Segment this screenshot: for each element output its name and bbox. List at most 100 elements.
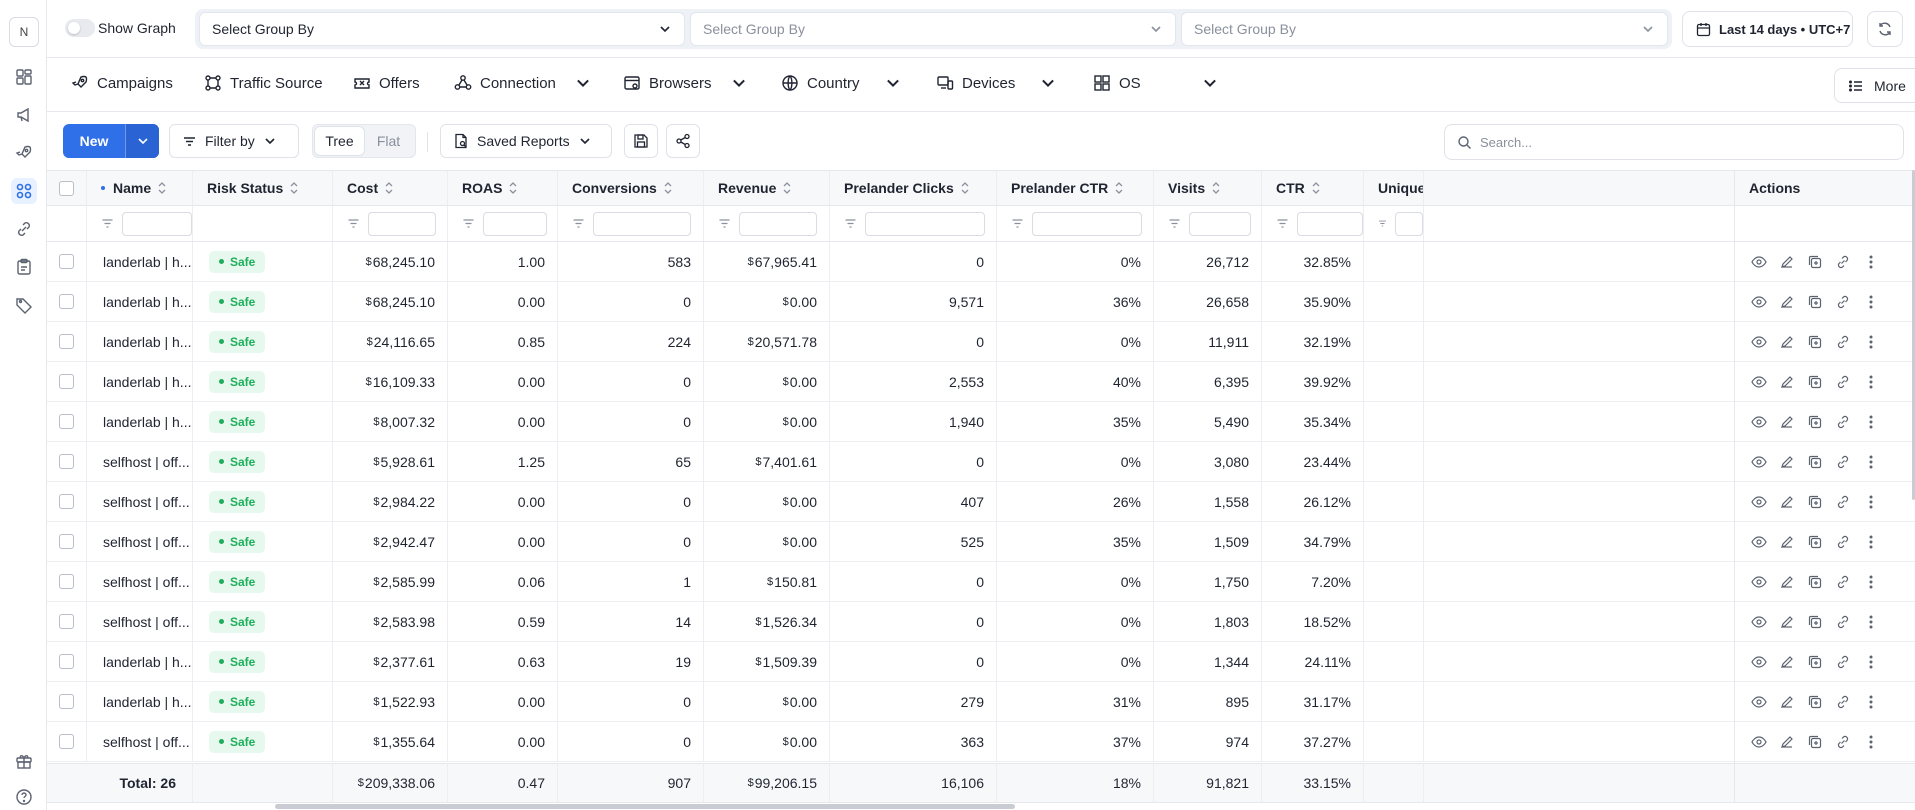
filter-icon[interactable] <box>101 217 114 230</box>
copy-icon[interactable] <box>1807 534 1823 550</box>
eye-icon[interactable] <box>1751 694 1767 710</box>
clipboard-icon[interactable] <box>11 254 37 280</box>
column-header-pctr[interactable]: Prelander CTR <box>997 171 1154 205</box>
copy-icon[interactable] <box>1807 494 1823 510</box>
row-checkbox[interactable] <box>59 614 74 629</box>
table-row[interactable]: landerlab | h... Safe $68,245.10 0.00 0 $0.00… <box>47 282 1915 322</box>
sort-icon[interactable] <box>782 181 792 195</box>
tab-offers[interactable]: Offers <box>353 74 420 92</box>
row-checkbox[interactable] <box>59 734 74 749</box>
eye-icon[interactable] <box>1751 734 1767 750</box>
filter-input-unique[interactable] <box>1394 211 1423 236</box>
copy-icon[interactable] <box>1807 694 1823 710</box>
group-by-select-3[interactable]: Select Group By <box>1181 12 1668 46</box>
eye-icon[interactable] <box>1751 534 1767 550</box>
row-checkbox[interactable] <box>59 414 74 429</box>
link-icon[interactable] <box>1835 574 1851 590</box>
gift-icon[interactable] <box>11 748 37 774</box>
campaign-name[interactable]: landerlab | h... <box>103 253 192 270</box>
column-header-conversions[interactable]: Conversions <box>558 171 704 205</box>
copy-icon[interactable] <box>1807 654 1823 670</box>
pencil-icon[interactable] <box>1779 694 1795 710</box>
show-graph-toggle[interactable] <box>65 19 95 37</box>
more-vertical-icon[interactable] <box>1863 694 1879 710</box>
more-vertical-icon[interactable] <box>1863 614 1879 630</box>
campaign-name[interactable]: landerlab | h... <box>103 693 192 710</box>
campaign-name[interactable]: landerlab | h... <box>103 373 192 390</box>
view-tree-option[interactable]: Tree <box>315 127 364 155</box>
copy-icon[interactable] <box>1807 574 1823 590</box>
column-header-ctr[interactable]: CTR <box>1262 171 1364 205</box>
dashboard-icon[interactable] <box>11 64 37 90</box>
grid-apps-icon[interactable] <box>11 178 37 204</box>
link-icon[interactable] <box>1835 494 1851 510</box>
search-box[interactable] <box>1444 124 1904 160</box>
filter-input-roas[interactable] <box>483 211 547 236</box>
rocket-icon[interactable] <box>11 140 37 166</box>
row-checkbox[interactable] <box>59 294 74 309</box>
tab-traffic-source[interactable]: Traffic Source <box>204 74 323 92</box>
pencil-icon[interactable] <box>1779 454 1795 470</box>
eye-icon[interactable] <box>1751 654 1767 670</box>
filter-input-conversions[interactable] <box>593 211 691 236</box>
pencil-icon[interactable] <box>1779 494 1795 510</box>
group-by-select-2[interactable]: Select Group By <box>690 12 1176 46</box>
eye-icon[interactable] <box>1751 454 1767 470</box>
new-button[interactable]: New <box>63 124 159 158</box>
row-checkbox[interactable] <box>59 654 74 669</box>
sort-icon[interactable] <box>960 181 970 195</box>
copy-icon[interactable] <box>1807 734 1823 750</box>
link-icon[interactable] <box>1835 414 1851 430</box>
campaign-name[interactable]: landerlab | h... <box>103 293 192 310</box>
sort-icon[interactable] <box>384 181 394 195</box>
date-range-picker[interactable]: Last 14 days • UTC+7 <box>1682 11 1853 47</box>
tab-browsers[interactable]: Browsers <box>623 74 748 92</box>
campaign-name[interactable]: landerlab | h... <box>103 333 192 350</box>
vertical-scrollbar[interactable] <box>1912 170 1915 500</box>
pencil-icon[interactable] <box>1779 614 1795 630</box>
filter-icon[interactable] <box>1276 217 1289 230</box>
refresh-button[interactable] <box>1867 11 1903 47</box>
filter-icon[interactable] <box>718 217 731 230</box>
table-row[interactable]: landerlab | h... Safe $68,245.10 1.00 583 $67… <box>47 242 1915 282</box>
pencil-icon[interactable] <box>1779 294 1795 310</box>
campaign-name[interactable]: selfhost | off... <box>103 573 190 590</box>
more-vertical-icon[interactable] <box>1863 294 1879 310</box>
more-vertical-icon[interactable] <box>1863 254 1879 270</box>
campaign-name[interactable]: selfhost | off... <box>103 533 190 550</box>
copy-icon[interactable] <box>1807 414 1823 430</box>
table-row[interactable]: landerlab | h... Safe $24,116.65 0.85 224 $20… <box>47 322 1915 362</box>
megaphone-icon[interactable] <box>11 102 37 128</box>
link-icon[interactable] <box>1835 694 1851 710</box>
sort-icon[interactable] <box>1311 181 1321 195</box>
filter-input-revenue[interactable] <box>739 211 817 236</box>
campaign-name[interactable]: selfhost | off... <box>103 453 190 470</box>
link-icon[interactable] <box>1835 654 1851 670</box>
more-vertical-icon[interactable] <box>1863 454 1879 470</box>
table-row[interactable]: selfhost | off... Safe $2,585.99 0.06 1 $150.… <box>47 562 1915 602</box>
link-icon[interactable] <box>1835 294 1851 310</box>
sort-icon[interactable] <box>508 181 518 195</box>
filter-icon[interactable] <box>844 217 857 230</box>
search-input[interactable] <box>1480 134 1880 150</box>
table-row[interactable]: selfhost | off... Safe $2,583.98 0.59 14 $1,5… <box>47 602 1915 642</box>
link-icon[interactable] <box>1835 374 1851 390</box>
more-vertical-icon[interactable] <box>1863 534 1879 550</box>
filter-input-pctr[interactable] <box>1032 211 1142 236</box>
row-checkbox[interactable] <box>59 694 74 709</box>
filter-input-cost[interactable] <box>368 211 436 236</box>
eye-icon[interactable] <box>1751 494 1767 510</box>
table-row[interactable]: selfhost | off... Safe $5,928.61 1.25 65 $7,4… <box>47 442 1915 482</box>
eye-icon[interactable] <box>1751 614 1767 630</box>
copy-icon[interactable] <box>1807 374 1823 390</box>
row-checkbox[interactable] <box>59 454 74 469</box>
campaign-name[interactable]: landerlab | h... <box>103 413 192 430</box>
sort-icon[interactable] <box>289 181 299 195</box>
link-icon[interactable] <box>1835 454 1851 470</box>
sort-icon[interactable] <box>1114 181 1124 195</box>
table-row[interactable]: landerlab | h... Safe $16,109.33 0.00 0 $0.00… <box>47 362 1915 402</box>
tag-icon[interactable] <box>11 292 37 318</box>
more-vertical-icon[interactable] <box>1863 734 1879 750</box>
row-checkbox[interactable] <box>59 574 74 589</box>
column-header-pclicks[interactable]: Prelander Clicks <box>830 171 997 205</box>
